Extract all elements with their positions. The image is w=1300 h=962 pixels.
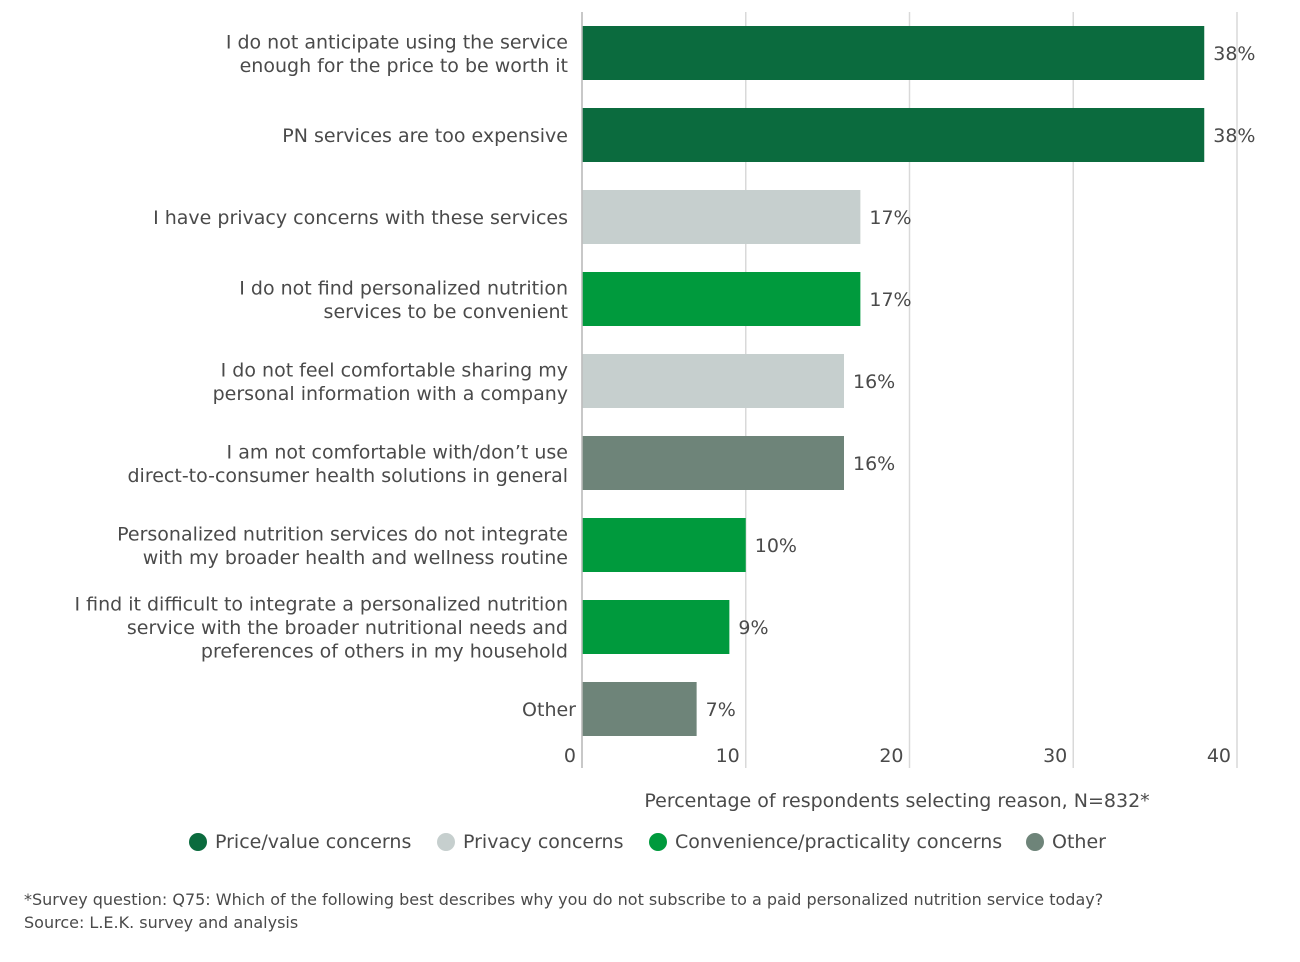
category-label: direct-to-consumer health solutions in g… <box>128 465 569 487</box>
data-label: 10% <box>755 535 797 557</box>
category-label: I do not find personalized nutrition <box>239 277 568 299</box>
data-label: 17% <box>869 289 911 311</box>
legend-marker-price <box>189 833 207 851</box>
x-tick-label: 40 <box>1207 745 1231 767</box>
legend-marker-privacy <box>437 833 455 851</box>
category-label: I am not comfortable with/don’t use <box>227 441 568 463</box>
category-label: Personalized nutrition services do not i… <box>117 523 568 545</box>
data-label: 17% <box>869 207 911 229</box>
data-label: 38% <box>1213 43 1255 65</box>
x-axis-title: Percentage of respondents selecting reas… <box>644 790 1149 812</box>
x-tick-label: 0 <box>564 745 576 767</box>
category-label: enough for the price to be worth it <box>240 55 568 77</box>
legend-label-other: Other <box>1052 831 1106 853</box>
bar <box>582 354 844 408</box>
legend-label-convenience: Convenience/practicality concerns <box>675 831 1002 853</box>
bar <box>582 26 1205 80</box>
data-label: 38% <box>1213 125 1255 147</box>
data-label: 16% <box>853 453 895 475</box>
category-label: service with the broader nutritional nee… <box>127 617 568 639</box>
category-label: I do not anticipate using the service <box>226 31 568 53</box>
category-label: services to be convenient <box>324 301 568 323</box>
bar <box>582 518 746 572</box>
category-label: I have privacy concerns with these servi… <box>153 207 568 229</box>
category-label: I find it difficult to integrate a perso… <box>74 594 568 616</box>
category-label: with my broader health and wellness rout… <box>143 547 568 569</box>
footnote-source: Source: L.E.K. survey and analysis <box>24 913 299 932</box>
x-tick-label: 20 <box>879 745 903 767</box>
bar <box>582 436 844 490</box>
category-label: Other <box>522 699 576 721</box>
x-tick-label: 10 <box>716 745 740 767</box>
category-label: I do not feel comfortable sharing my <box>221 359 568 381</box>
legend-label-price: Price/value concerns <box>215 831 411 853</box>
footnote-question: *Survey question: Q75: Which of the foll… <box>24 890 1104 909</box>
data-label: 9% <box>738 617 768 639</box>
category-label: personal information with a company <box>213 383 568 405</box>
bar <box>582 600 730 654</box>
category-label: PN services are too expensive <box>282 125 568 147</box>
bar <box>582 272 861 326</box>
bar <box>582 682 697 736</box>
category-label: preferences of others in my household <box>201 641 568 663</box>
bar-chart: 0 10 20 30 40 38% I do not anticipate using th… <box>74 12 1255 853</box>
x-tick-label: 30 <box>1043 745 1067 767</box>
bar <box>582 108 1205 162</box>
legend-marker-other <box>1026 833 1044 851</box>
legend-label-privacy: Privacy concerns <box>463 831 624 853</box>
data-label: 16% <box>853 371 895 393</box>
bar <box>582 190 861 244</box>
data-label: 7% <box>706 699 736 721</box>
legend-marker-convenience <box>649 833 667 851</box>
